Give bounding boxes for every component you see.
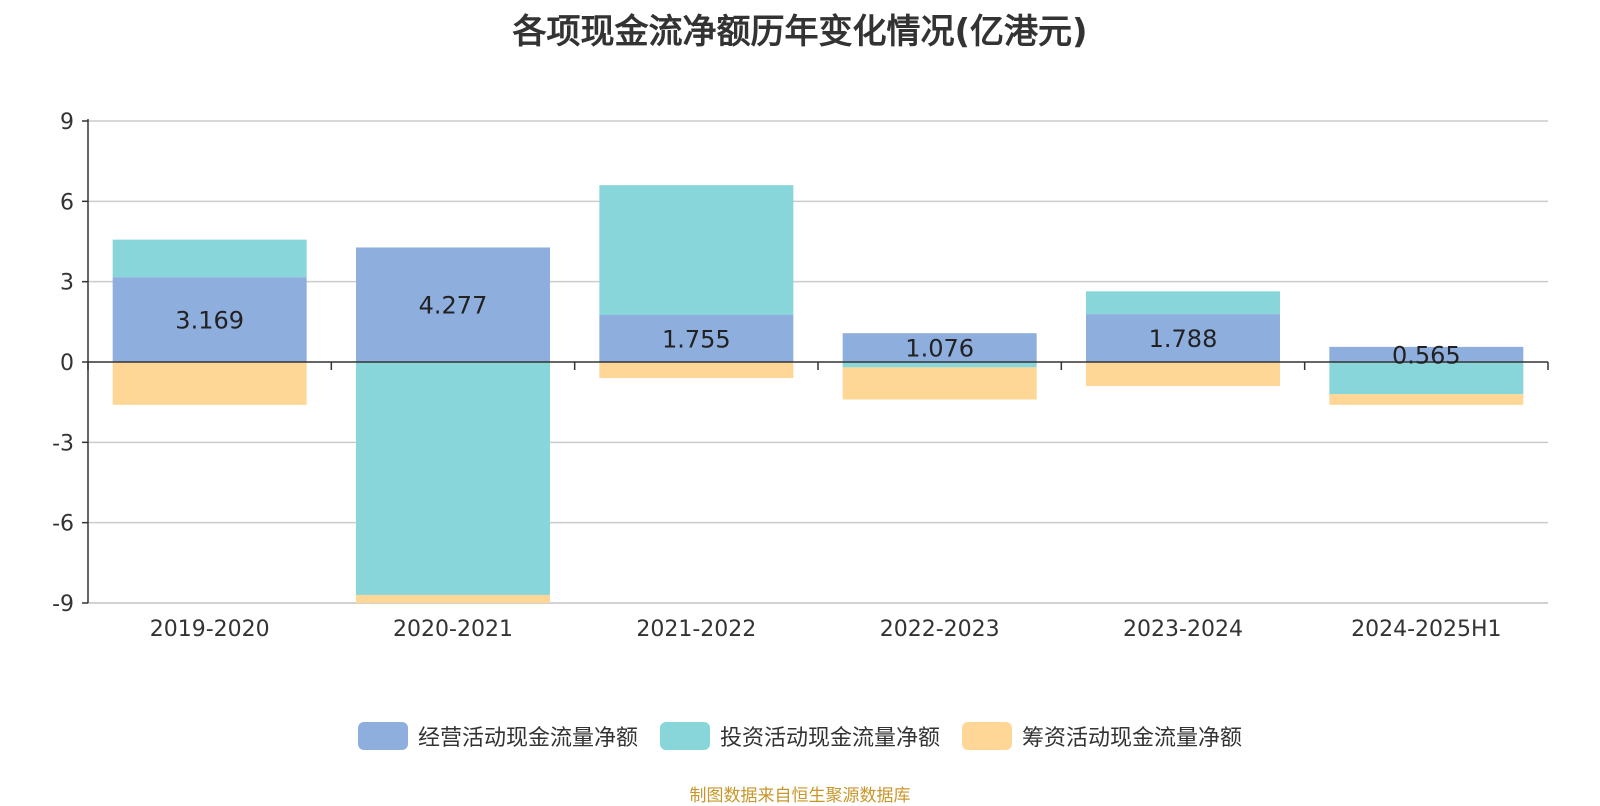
- legend-swatch-financing: [962, 722, 1012, 750]
- x-tick-label: 2023-2024: [1123, 617, 1243, 642]
- bar-segment-s2-c3[interactable]: [842, 367, 1037, 400]
- bar-segment-s1-c0[interactable]: [112, 239, 307, 278]
- bar-segment-s2-c5[interactable]: [1329, 394, 1524, 405]
- x-tick-label: 2024-2025H1: [1351, 617, 1501, 642]
- bar-segment-s0-c2[interactable]: [599, 315, 794, 362]
- legend-label-financing: 筹资活动现金流量净额: [1022, 726, 1243, 751]
- bar-segment-s2-c1[interactable]: [356, 594, 550, 603]
- bar-segment-s0-c4[interactable]: [1086, 314, 1280, 362]
- bar-value-label: 3.169: [175, 307, 244, 335]
- legend-swatch-operating: [357, 722, 408, 750]
- bar-segment-s0-c0[interactable]: [112, 277, 307, 362]
- bar-segment-s2-c2[interactable]: [599, 362, 794, 379]
- y-tick-label: -3: [52, 431, 74, 456]
- bar-value-label: 1.755: [662, 326, 731, 354]
- bar-segment-s0-c1[interactable]: [356, 247, 550, 362]
- legend-label-investing: 投资活动现金流量净额: [719, 726, 940, 751]
- bar-value-label: 4.277: [419, 292, 488, 320]
- y-tick-label: 6: [60, 190, 74, 215]
- legend-item-operating[interactable]: 经营活动现金流量净额: [357, 720, 638, 752]
- x-tick-label: 2019-2020: [150, 617, 270, 642]
- bar-segment-s1-c1[interactable]: [356, 362, 550, 595]
- y-tick-label: -9: [52, 592, 74, 617]
- y-tick-label: 3: [60, 271, 74, 296]
- bar-segment-s1-c3[interactable]: [842, 362, 1037, 368]
- bar-segment-s1-c2[interactable]: [599, 185, 794, 316]
- bar-segment-s2-c4[interactable]: [1086, 362, 1280, 387]
- bar-value-label: 1.788: [1149, 325, 1218, 353]
- y-tick-label: 0: [60, 351, 74, 376]
- bar-segment-s0-c5[interactable]: [1329, 346, 1524, 362]
- x-tick-label: 2022-2023: [880, 617, 1000, 642]
- x-tick-label: 2020-2021: [393, 617, 513, 642]
- bar-segment-s1-c4[interactable]: [1086, 291, 1280, 315]
- bar-value-label: 0.565: [1392, 341, 1461, 369]
- legend-item-investing[interactable]: 投资活动现金流量净额: [659, 720, 940, 752]
- legend-item-financing[interactable]: 筹资活动现金流量净额: [962, 720, 1242, 752]
- source-note: 制图数据来自恒生聚源数据库: [689, 786, 911, 806]
- chart-legend: 经营活动现金流量净额 投资活动现金流量净额 筹资活动现金流量净额: [0, 720, 1600, 752]
- legend-label-operating: 经营活动现金流量净额: [417, 726, 638, 751]
- y-tick-label: -6: [52, 512, 74, 537]
- bar-segment-s2-c0[interactable]: [112, 362, 307, 405]
- y-tick-label: 9: [60, 110, 74, 135]
- bar-segment-s1-c5[interactable]: [1329, 362, 1524, 395]
- chart-title: 各项现金流净额历年变化情况(亿港元): [512, 12, 1088, 52]
- x-tick-label: 2021-2022: [636, 617, 756, 642]
- legend-swatch-investing: [659, 722, 710, 750]
- chart-plot: 9 6 3 0 -3 -6 -9 3.169 2019-2020 4.277 2020-2021 1.…: [52, 110, 1549, 642]
- bar-value-label: 1.076: [905, 335, 974, 363]
- bar-segment-s0-c3[interactable]: [842, 333, 1037, 362]
